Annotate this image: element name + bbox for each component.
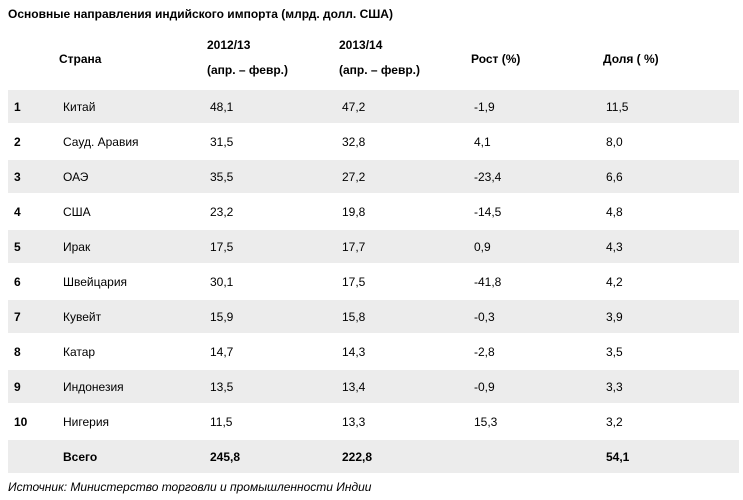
row-value-2012: 31,5 <box>207 125 339 160</box>
row-country: Кувейт <box>59 300 207 335</box>
row-growth: -14,5 <box>471 195 603 230</box>
header-share-label: Доля ( %) <box>603 52 659 66</box>
row-growth: 15,3 <box>471 405 603 440</box>
header-rank <box>8 30 59 90</box>
header-year1: 2012/13 (апр. – февр.) <box>207 30 339 90</box>
source-note: Источник: Министерство торговли и промыш… <box>8 480 372 494</box>
row-value-2013: 17,7 <box>339 230 471 265</box>
row-value-2012: 23,2 <box>207 195 339 230</box>
row-value-2012: 14,7 <box>207 335 339 370</box>
header-growth: Рост (%) <box>471 30 603 90</box>
row-rank: 5 <box>8 230 59 265</box>
row-value-2012: 11,5 <box>207 405 339 440</box>
header-country: Страна <box>59 30 207 90</box>
row-country: Нигерия <box>59 405 207 440</box>
row-growth: -0,3 <box>471 300 603 335</box>
row-rank: 2 <box>8 125 59 160</box>
row-share: 4,3 <box>603 230 739 265</box>
table-title: Основные направления индийского импорта … <box>8 7 393 21</box>
row-value-2012: 48,1 <box>207 90 339 125</box>
table-row: 3 ОАЭ 35,5 27,2 -23,4 6,6 <box>8 160 739 195</box>
row-rank: 10 <box>8 405 59 440</box>
row-share: 3,2 <box>603 405 739 440</box>
row-value-2012: 30,1 <box>207 265 339 300</box>
row-value-2012: 15,9 <box>207 300 339 335</box>
row-country: Китай <box>59 90 207 125</box>
header-year2-period: (апр. – февр.) <box>339 63 420 77</box>
row-value-2013: 19,8 <box>339 195 471 230</box>
row-value-2013: 17,5 <box>339 265 471 300</box>
row-value-2013: 27,2 <box>339 160 471 195</box>
row-share: 4,2 <box>603 265 739 300</box>
row-share: 3,3 <box>603 370 739 405</box>
row-rank: 8 <box>8 335 59 370</box>
header-year1-period: (апр. – февр.) <box>207 63 288 77</box>
row-country: Швейцария <box>59 265 207 300</box>
table-row: 10 Нигерия 11,5 13,3 15,3 3,2 <box>8 405 739 440</box>
row-rank: 9 <box>8 370 59 405</box>
row-country: Индонезия <box>59 370 207 405</box>
header-year2-label: 2013/14 <box>339 38 383 52</box>
table-row: 4 США 23,2 19,8 -14,5 4,8 <box>8 195 739 230</box>
table-row: 6 Швейцария 30,1 17,5 -41,8 4,2 <box>8 265 739 300</box>
total-value-2012: 245,8 <box>207 440 339 475</box>
row-value-2012: 13,5 <box>207 370 339 405</box>
row-growth: -23,4 <box>471 160 603 195</box>
header-growth-label: Рост (%) <box>471 52 521 66</box>
row-share: 3,9 <box>603 300 739 335</box>
row-country: Сауд. Аравия <box>59 125 207 160</box>
row-value-2013: 14,3 <box>339 335 471 370</box>
row-value-2013: 32,8 <box>339 125 471 160</box>
table-row: 9 Индонезия 13,5 13,4 -0,9 3,3 <box>8 370 739 405</box>
table-row: 5 Ирак 17,5 17,7 0,9 4,3 <box>8 230 739 265</box>
row-value-2012: 35,5 <box>207 160 339 195</box>
row-country: Катар <box>59 335 207 370</box>
row-rank: 6 <box>8 265 59 300</box>
row-growth: 4,1 <box>471 125 603 160</box>
table-row: 2 Сауд. Аравия 31,5 32,8 4,1 8,0 <box>8 125 739 160</box>
row-value-2013: 13,4 <box>339 370 471 405</box>
import-table: Страна 2012/13 (апр. – февр.) 2013/14 (а… <box>8 30 739 475</box>
row-share: 3,5 <box>603 335 739 370</box>
row-country: Ирак <box>59 230 207 265</box>
row-share: 11,5 <box>603 90 739 125</box>
header-year1-label: 2012/13 <box>207 38 251 52</box>
row-country: США <box>59 195 207 230</box>
row-share: 4,8 <box>603 195 739 230</box>
total-rank-empty <box>8 440 59 475</box>
total-value-2013: 222,8 <box>339 440 471 475</box>
row-growth: -41,8 <box>471 265 603 300</box>
total-growth <box>471 440 603 475</box>
row-growth: -1,9 <box>471 90 603 125</box>
row-rank: 7 <box>8 300 59 335</box>
row-rank: 4 <box>8 195 59 230</box>
row-growth: 0,9 <box>471 230 603 265</box>
row-share: 8,0 <box>603 125 739 160</box>
header-year2: 2013/14 (апр. – февр.) <box>339 30 471 90</box>
row-share: 6,6 <box>603 160 739 195</box>
header-country-label: Страна <box>59 52 102 66</box>
row-rank: 3 <box>8 160 59 195</box>
row-country: ОАЭ <box>59 160 207 195</box>
row-growth: -2,8 <box>471 335 603 370</box>
table-row: 8 Катар 14,7 14,3 -2,8 3,5 <box>8 335 739 370</box>
row-value-2013: 47,2 <box>339 90 471 125</box>
row-value-2013: 15,8 <box>339 300 471 335</box>
header-share: Доля ( %) <box>603 30 739 90</box>
table-row: 7 Кувейт 15,9 15,8 -0,3 3,9 <box>8 300 739 335</box>
row-growth: -0,9 <box>471 370 603 405</box>
table-header-row: Страна 2012/13 (апр. – февр.) 2013/14 (а… <box>8 30 739 90</box>
row-rank: 1 <box>8 90 59 125</box>
row-value-2013: 13,3 <box>339 405 471 440</box>
total-label: Всего <box>59 440 207 475</box>
total-share: 54,1 <box>603 440 739 475</box>
total-row: Всего 245,8 222,8 54,1 <box>8 440 739 475</box>
table-row: 1 Китай 48,1 47,2 -1,9 11,5 <box>8 90 739 125</box>
row-value-2012: 17,5 <box>207 230 339 265</box>
